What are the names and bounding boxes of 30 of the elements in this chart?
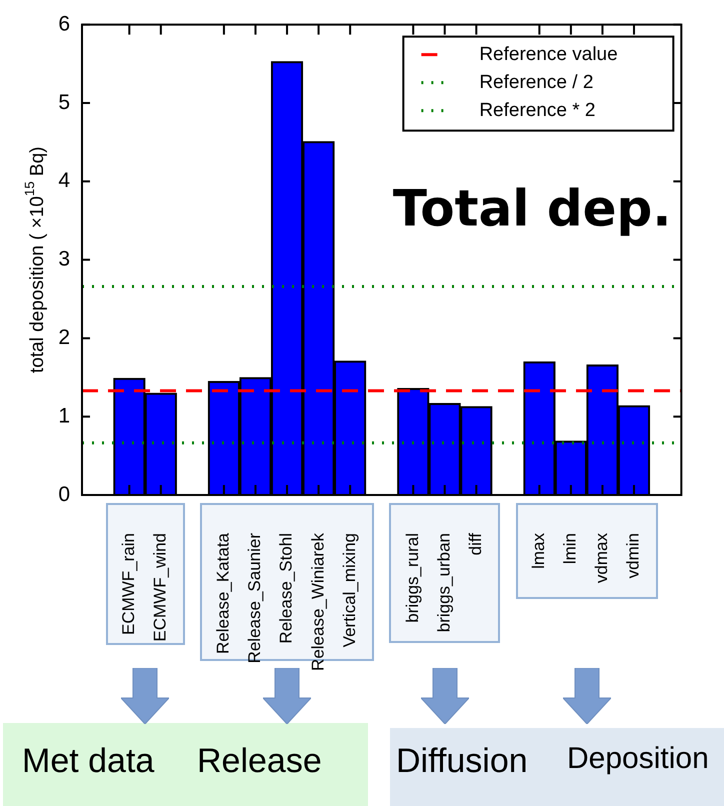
y-tick-label: 4 [58,169,70,192]
annotation: Total dep. [392,180,672,238]
y-tick-label: 0 [58,482,70,506]
x-tick-label: lmin [560,533,580,564]
x-tick-label: Release_Saunier [245,532,264,664]
y-tick-label: 2 [58,326,70,349]
x-tick-label: vdmax [592,532,612,584]
x-tick-label: Vertical_mixing [340,533,359,648]
y-tick-label: 5 [58,90,70,114]
x-tick-label: diff [466,532,485,556]
legend-label: Reference / 2 [479,72,594,93]
x-tick-label: briggs_rural [402,533,422,623]
x-tick-label: lmax [529,532,548,569]
x-tick-label: Release_Stohl [276,533,296,644]
text: Met data [22,742,154,781]
y-tick-label: 6 [58,12,70,36]
legend-label: Reference * 2 [479,100,596,121]
text: Release [197,742,322,781]
x-tick-label: Release_Katata [214,532,233,654]
x-tick-label: vdmin [624,533,643,578]
y-tick-label: 3 [58,248,70,271]
x-tick-label: briggs_urban [434,533,454,632]
x-tick-label: Release_Winiarek [308,532,328,671]
x-tick-label: ECMWF_wind [150,533,170,642]
x-tick-label: ECMWF_rain [119,533,138,636]
legend-label: Reference value [479,44,618,65]
text: Diffusion [396,742,528,781]
text: Deposition [567,742,709,776]
y-tick-label: 1 [58,404,70,428]
y-axis-title: total deposition ( ×1015 Bq) [22,146,48,374]
